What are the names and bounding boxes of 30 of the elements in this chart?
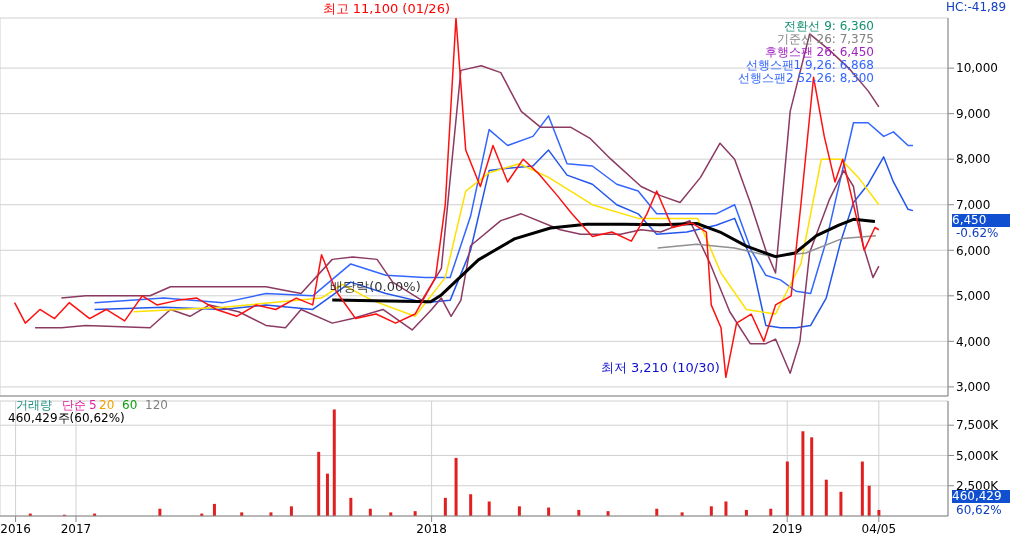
y-tick-label: 4,000 [956,334,991,349]
y-tick-label: 9,000 [956,106,991,121]
annotation: 120 [145,398,168,412]
x-tick-label: 2016 [0,521,31,534]
text: HC:-41,89 [946,0,1007,14]
annotation: 460,429주(60,62%) [8,411,125,425]
annotation: 60 [122,398,138,412]
x-tick-label: 2019 [771,521,803,534]
y-tick-label: 5,000K [956,448,1000,463]
annotation: 최저 3,210 (10/30) [600,360,720,376]
annotation: 거래량 [16,398,52,412]
y-tick-label: 3,000 [956,380,991,395]
y-tick-label: 8,000 [956,152,991,167]
annotation: 5 [89,398,97,412]
annotation: 최고 11,100 (01/26) [322,1,450,16]
annotation: 전환선 9: 6,360 [784,19,874,33]
y-tick-label: 5,000 [956,289,991,304]
y-tick-label: 10,000 [956,61,998,76]
x-tick-label: 2017 [60,521,92,534]
y-tick-label: 6,000 [956,243,991,258]
annotation: 단순 [62,398,86,412]
x-tick-label: 04/05 [861,521,897,534]
x-tick-label: 2018 [416,521,447,534]
text: 6,450 [952,213,1010,227]
annotation: 20 [99,398,115,412]
text: 60,62% [956,503,1002,517]
text: -0.62% [956,226,999,240]
y-tick-label: 7,000 [956,197,991,212]
y-tick-label: 7,500K [956,418,1000,433]
text: 460,429 [952,489,1010,503]
